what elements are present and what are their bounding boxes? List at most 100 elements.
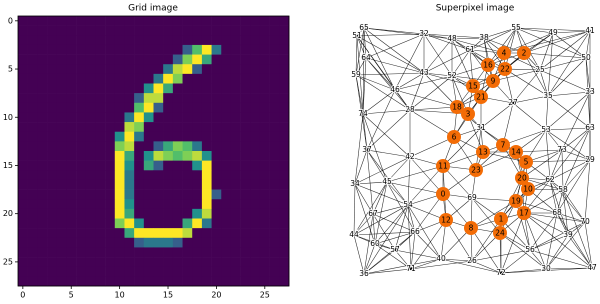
pixel [76,247,86,257]
pixel [18,267,28,277]
pixel [183,132,193,142]
pixel [105,267,115,277]
pixel [154,122,164,132]
pixel [241,190,251,200]
pixel [154,276,164,286]
pixel [202,219,212,229]
pixel [270,93,280,103]
pixel [76,199,86,209]
pixel [231,257,241,267]
pixel [192,161,202,171]
pixel [250,64,260,74]
pixel [183,122,193,132]
pixel [134,26,144,36]
pixel [212,55,222,65]
pixel [86,26,96,36]
pixel [270,161,280,171]
pixel [192,141,202,151]
pixel [231,64,241,74]
pixel [163,247,173,257]
pixel [134,238,144,248]
pixel [241,26,251,36]
pixel [154,190,164,200]
pixel [57,64,67,74]
pixel [105,45,115,55]
pixel [221,35,231,45]
pixel [202,238,212,248]
pixel [95,132,105,142]
pixel [76,151,86,161]
node-label: 51 [352,31,362,40]
y-tick-label: 10 [3,113,13,122]
pixel [212,209,222,219]
pixel [231,170,241,180]
pixel [270,16,280,26]
pixel [192,228,202,238]
pixel [154,209,164,219]
pixel [192,190,202,200]
x-tick-label: 25 [260,291,270,300]
pixel [144,26,154,36]
pixel [270,170,280,180]
node-label: 5 [524,158,529,167]
pixel [270,141,280,151]
pixel [95,151,105,161]
pixel [95,141,105,151]
pixel [212,26,222,36]
pixel [86,74,96,84]
pixel [28,45,38,55]
pixel [105,103,115,113]
node-label: 16 [483,61,493,70]
pixel [231,141,241,151]
pixel [279,26,289,36]
pixel [95,122,105,132]
pixel [124,151,134,161]
pixel [37,190,47,200]
pixel [250,228,260,238]
node-label: 18 [452,103,462,112]
pixel [183,161,193,171]
pixel [202,122,212,132]
pixel [76,267,86,277]
node-label: 13 [478,148,488,157]
pixel [57,103,67,113]
pixel [76,35,86,45]
pixel [231,267,241,277]
pixel [202,103,212,113]
pixel [86,238,96,248]
pixel [105,122,115,132]
pixel [192,151,202,161]
pixel [260,257,270,267]
pixel [241,267,251,277]
pixel [18,103,28,113]
pixel [57,257,67,267]
pixel [134,55,144,65]
pixel [124,170,134,180]
pixel [86,209,96,219]
y-tick-label: 25 [3,257,13,266]
pixel [47,45,57,55]
pixel [66,257,76,267]
pixel [28,35,38,45]
pixel [28,55,38,65]
pixel [279,45,289,55]
pixel [173,190,183,200]
node-label: 49 [548,28,558,37]
pixel [212,170,222,180]
pixel [95,35,105,45]
node-label: 52 [447,71,457,80]
pixel [47,276,57,286]
pixel [270,103,280,113]
pixel [66,122,76,132]
edge [546,128,590,130]
pixel [28,199,38,209]
pixel [163,219,173,229]
pixel [86,103,96,113]
pixel [37,141,47,151]
pixel [221,180,231,190]
pixel [134,141,144,151]
pixel [231,35,241,45]
pixel [173,26,183,36]
pixel [154,151,164,161]
node-label: 46 [390,85,400,94]
